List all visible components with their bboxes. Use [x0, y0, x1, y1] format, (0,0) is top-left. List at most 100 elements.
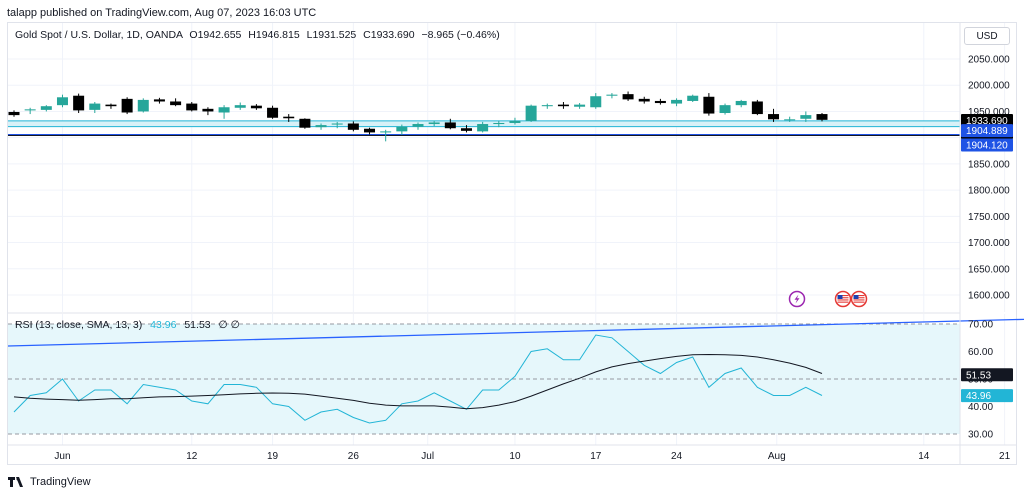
candle[interactable] [331, 121, 343, 129]
candle[interactable] [735, 99, 747, 108]
candle[interactable] [768, 108, 780, 122]
candle[interactable] [557, 102, 569, 109]
price-tick-label: 1950.000 [968, 107, 1010, 118]
candle[interactable] [202, 107, 214, 116]
candle[interactable] [380, 129, 392, 142]
last-price-label-text: 1933.690 [966, 116, 1008, 127]
candle[interactable] [606, 93, 618, 99]
candle-body [784, 119, 796, 121]
rsi-price-label[interactable]: 43.96 [961, 389, 1013, 403]
time-tick-label: 10 [509, 451, 521, 462]
candle[interactable] [73, 93, 85, 114]
candle[interactable] [638, 96, 650, 104]
candle[interactable] [751, 99, 763, 116]
lightning-icon[interactable] [788, 290, 806, 308]
candle[interactable] [784, 116, 796, 122]
currency-button[interactable]: USD [964, 27, 1010, 45]
candle-body [509, 120, 521, 123]
candle[interactable] [153, 97, 165, 104]
lightning-icon-bolt [794, 294, 800, 304]
candle[interactable] [121, 97, 133, 115]
candle-body [800, 115, 812, 119]
candle[interactable] [541, 103, 553, 109]
candle[interactable] [89, 102, 101, 114]
candle[interactable] [364, 127, 376, 135]
candle[interactable] [800, 111, 812, 122]
candle[interactable] [137, 98, 149, 113]
candle-body [299, 118, 311, 128]
candle[interactable] [703, 93, 715, 116]
symbol-name[interactable]: Gold Spot / U.S. Dollar, 1D, OANDA [15, 29, 183, 41]
us-flag-stripe [837, 299, 849, 301]
us-flag-stripe [837, 295, 849, 297]
candle[interactable] [396, 124, 408, 136]
candle-body [331, 123, 343, 125]
candle-body [671, 99, 683, 104]
candle-body [525, 105, 537, 121]
us-flag-canton [837, 295, 843, 299]
time-axis: Jun 12 19 26 Jul 10 17 24 Aug 14 21 [8, 444, 1016, 462]
candle[interactable] [24, 107, 36, 115]
candle[interactable] [654, 98, 666, 105]
candle[interactable] [719, 103, 731, 115]
candle[interactable] [590, 93, 602, 109]
us-flag-stripe [853, 295, 865, 297]
candle[interactable] [509, 117, 521, 125]
candle[interactable] [315, 123, 327, 130]
rsi-trendline[interactable] [7, 318, 1024, 347]
candle[interactable] [267, 105, 279, 119]
candle[interactable] [428, 120, 440, 127]
time-tick-label: Jul [421, 451, 434, 462]
candle-body [121, 98, 133, 113]
candle[interactable] [186, 102, 198, 112]
candle[interactable] [671, 98, 683, 107]
candle[interactable] [493, 120, 505, 128]
candle-body [396, 126, 408, 132]
candle[interactable] [574, 103, 586, 109]
event-markers [788, 290, 868, 308]
price-tick-label: 1700.000 [968, 238, 1010, 249]
candle[interactable] [299, 118, 311, 129]
rsi-line[interactable] [13, 334, 823, 424]
candle-body [719, 105, 731, 114]
us-flag-stripe [837, 301, 849, 303]
candle[interactable] [460, 125, 472, 133]
candle[interactable] [170, 98, 182, 107]
candle[interactable] [40, 105, 52, 112]
candle[interactable] [477, 121, 489, 133]
candle[interactable] [234, 102, 246, 110]
candle[interactable] [283, 114, 295, 122]
candle[interactable] [816, 113, 828, 122]
candle[interactable] [8, 110, 20, 117]
candle-body [816, 114, 828, 120]
candle[interactable] [250, 104, 262, 110]
candle[interactable] [525, 104, 537, 122]
price-tick-label: 2000.000 [968, 81, 1010, 92]
published-text: talapp published on TradingView.com, Aug… [7, 7, 317, 19]
candle[interactable] [218, 105, 230, 119]
candle-body [218, 107, 230, 113]
level-2-price-label[interactable]: 1904.120 [961, 138, 1013, 152]
candle[interactable] [105, 103, 117, 109]
candle[interactable] [412, 122, 424, 130]
candle[interactable] [444, 118, 456, 130]
candle[interactable] [622, 91, 634, 101]
candle[interactable] [347, 121, 359, 132]
rsi-indicator-name[interactable]: RSI (13, close, SMA, 13, 3) [15, 319, 143, 331]
candle[interactable] [687, 94, 699, 103]
rsi-tick-label: 30.00 [968, 430, 993, 441]
us-flag-icon[interactable] [834, 290, 852, 308]
legend-close: C1933.690 [363, 29, 415, 41]
rsi-legend: RSI (13, close, SMA, 13, 3) 43.96 51.53 … [15, 319, 240, 331]
tradingview-logo-icon [8, 477, 23, 487]
us-flag-stripe [853, 301, 865, 303]
us-flag-icon[interactable] [850, 290, 868, 308]
rsi-ma-line[interactable] [13, 353, 823, 410]
rsi-ma-price-label[interactable]: 51.53 [961, 368, 1013, 382]
price-tick-label: 1650.000 [968, 264, 1010, 275]
level-1-price-label[interactable]: 1904.889 [961, 124, 1013, 138]
level-2-price-label-bg [961, 138, 1013, 152]
candle[interactable] [56, 94, 68, 108]
chart-frame[interactable] [7, 22, 1017, 465]
